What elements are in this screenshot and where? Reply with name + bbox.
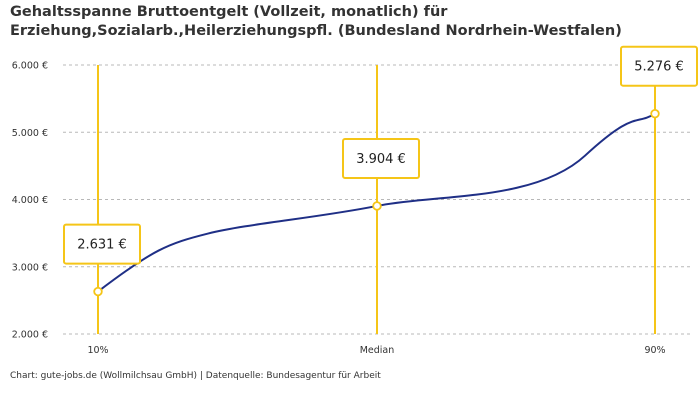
y-tick-label: 6.000 € bbox=[12, 61, 48, 72]
value-label: 3.904 € bbox=[356, 152, 406, 167]
chart-title-line-2: Erziehung,Sozialarb.,Heilerziehungspfl. … bbox=[10, 23, 622, 39]
value-callout-box bbox=[620, 45, 698, 87]
y-tick-label: 2.000 € bbox=[12, 330, 48, 341]
y-axis-ticks: 2.000 € 3.000 € 4.000 € 5.000 € 6.000 € bbox=[12, 61, 48, 341]
value-label: 2.631 € bbox=[77, 238, 127, 253]
chart-source-note: Chart: gute-jobs.de (Wollmilchsau GmbH) … bbox=[10, 371, 381, 381]
data-point bbox=[93, 286, 103, 297]
x-tick-label: 10% bbox=[87, 345, 108, 356]
x-tick-label: 90% bbox=[644, 345, 665, 356]
data-points bbox=[93, 108, 660, 297]
value-callouts: 2.631 € 3.904 € 5.276 € bbox=[63, 45, 698, 265]
value-callout-box bbox=[63, 223, 141, 265]
y-tick-label: 4.000 € bbox=[12, 195, 48, 206]
x-tick-label: Median bbox=[360, 345, 395, 356]
value-callout-box bbox=[342, 137, 420, 179]
value-label: 5.276 € bbox=[634, 60, 684, 75]
chart-title: Gehaltsspanne Bruttoentgelt (Vollzeit, m… bbox=[10, 3, 690, 41]
x-axis-ticks: 10% Median 90% bbox=[87, 345, 665, 356]
data-point bbox=[372, 201, 382, 211]
data-point bbox=[650, 108, 660, 119]
percentile-lines bbox=[97, 65, 656, 334]
y-tick-label: 5.000 € bbox=[12, 128, 48, 139]
y-tick-label: 3.000 € bbox=[12, 262, 48, 273]
chart-title-line-1: Gehaltsspanne Bruttoentgelt (Vollzeit, m… bbox=[10, 4, 448, 20]
